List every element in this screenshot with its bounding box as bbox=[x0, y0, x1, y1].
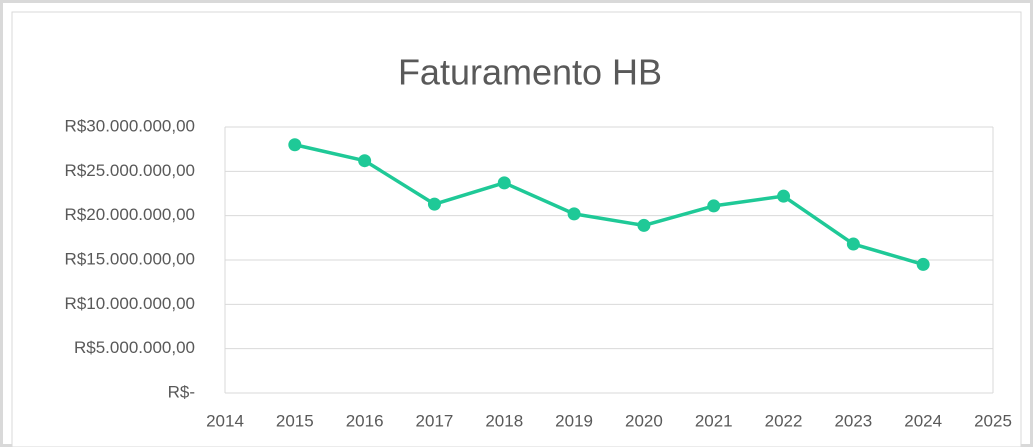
y-tick-label: R$15.000.000,00 bbox=[65, 249, 195, 268]
y-tick-label: R$30.000.000,00 bbox=[65, 116, 195, 135]
x-tick-label: 2015 bbox=[276, 411, 314, 430]
data-point bbox=[846, 237, 860, 251]
data-point bbox=[497, 176, 511, 190]
x-tick-label: 2024 bbox=[904, 411, 942, 430]
data-point bbox=[707, 199, 721, 213]
data-point bbox=[777, 189, 791, 203]
y-tick-label: R$20.000.000,00 bbox=[65, 205, 195, 224]
x-tick-label: 2021 bbox=[695, 411, 733, 430]
x-tick-label: 2025 bbox=[974, 411, 1012, 430]
data-line bbox=[294, 143, 924, 267]
x-tick-label: 2023 bbox=[834, 411, 872, 430]
chart-title: Faturamento HB bbox=[398, 52, 662, 93]
x-tick-label: 2016 bbox=[346, 411, 384, 430]
y-tick-label: R$- bbox=[168, 382, 195, 401]
x-tick-label: 2017 bbox=[416, 411, 454, 430]
x-tick-label: 2022 bbox=[765, 411, 803, 430]
data-point bbox=[358, 154, 372, 168]
data-point bbox=[567, 207, 581, 221]
data-point bbox=[427, 197, 441, 211]
x-tick-label: 2018 bbox=[485, 411, 523, 430]
chart-area bbox=[11, 11, 1022, 447]
x-tick-label: 2014 bbox=[206, 411, 244, 430]
x-tick-label: 2020 bbox=[625, 411, 663, 430]
data-point bbox=[916, 257, 930, 271]
y-tick-label: R$10.000.000,00 bbox=[65, 294, 195, 313]
y-tick-label: R$5.000.000,00 bbox=[74, 338, 195, 357]
data-point bbox=[637, 218, 651, 232]
data-point bbox=[288, 138, 302, 152]
y-tick-label: R$25.000.000,00 bbox=[65, 161, 195, 180]
x-tick-label: 2019 bbox=[555, 411, 593, 430]
